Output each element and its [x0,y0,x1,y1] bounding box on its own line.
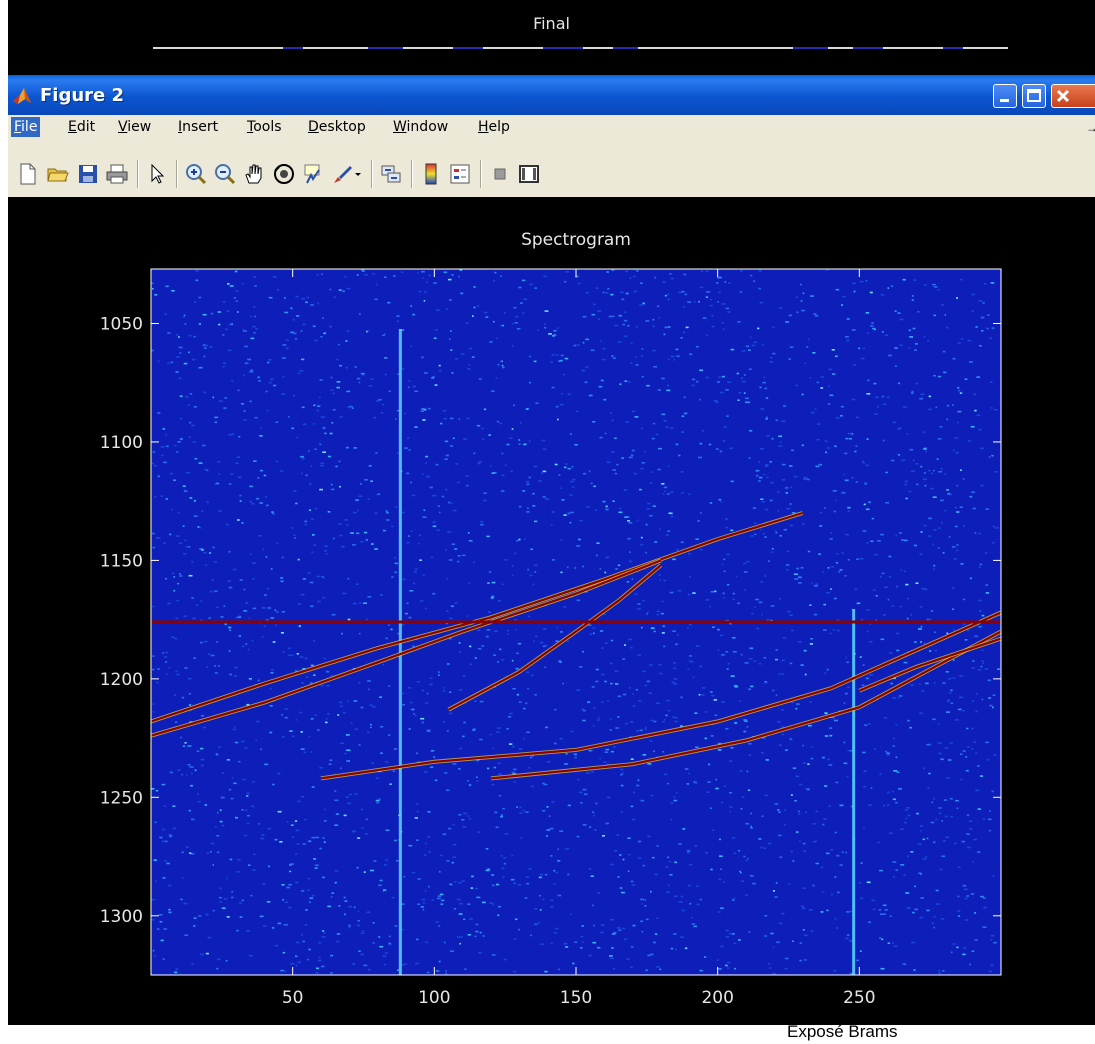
maximize-button[interactable] [1022,84,1046,108]
menu-edit-label: dit [76,119,96,135]
menu-file-label: ile [21,119,38,135]
title-bar[interactable]: Figure 2 [8,75,1095,115]
chart-title: Spectrogram [521,230,631,250]
menu-desktop[interactable]: Desktop [308,119,366,135]
menu-view[interactable]: View [118,119,151,135]
brush-dropdown-icon[interactable] [352,162,364,186]
menu-help-mnemonic: H [478,119,489,135]
background-figure-window: Final [8,0,1095,75]
x-tick-label: 50 [282,988,304,1008]
trace-line [858,637,1002,692]
y-tick-label: 1250 [100,788,143,808]
menu-view-label: iew [127,119,152,135]
trace-line [447,564,662,711]
hide-plot-tools-icon[interactable] [488,162,512,186]
x-tick-label: 100 [418,988,450,1008]
data-cursor-icon[interactable] [301,162,325,186]
matlab-logo-icon [13,88,31,104]
menu-insert-mnemonic: I [178,119,183,135]
menu-file[interactable]: File [11,117,41,137]
y-tick-label: 1300 [100,907,143,927]
menu-help[interactable]: Help [478,119,510,135]
colorbar-icon[interactable] [419,162,443,186]
menu-window-label: indow [406,119,449,135]
background-figure-axis [153,47,1008,49]
trace-line [150,559,662,737]
minimize-icon [1000,99,1009,102]
menu-bar: File Edit View Insert Tools Desktop Window Help… [8,115,1095,139]
menu-tools-label: ools [253,119,282,135]
y-tick-label: 1100 [100,433,143,453]
menu-window[interactable]: Window [393,119,448,135]
zoom-out-icon[interactable] [213,162,237,186]
maximize-icon [1027,89,1041,102]
figure-toolbar [8,139,1095,198]
x-tick-label: 200 [701,988,733,1008]
menu-view-mnemonic: V [118,119,128,135]
pan-hand-icon[interactable] [242,162,266,186]
menu-desktop-label: esktop [318,119,366,135]
menu-edit[interactable]: Edit [68,119,95,135]
close-icon [1056,89,1070,103]
menu-tools[interactable]: Tools [247,119,282,135]
print-icon[interactable] [105,162,129,186]
background-figure-title: Final [533,14,570,33]
y-tick-label: 1050 [100,314,143,334]
zoom-in-icon[interactable] [184,162,208,186]
figure-window: Figure 2 File Edit View Insert Tools Desktop W… [8,75,1095,1025]
legend-icon[interactable] [448,162,472,186]
link-plot-icon[interactable] [379,162,403,186]
show-plot-tools-icon[interactable] [517,162,541,186]
y-tick-label: 1200 [100,670,143,690]
menu-file-mnemonic: F [14,119,22,135]
window-title: Figure 2 [40,85,125,106]
menu-insert[interactable]: Insert [178,119,218,135]
menu-tools-mnemonic: T [247,119,254,135]
x-tick-label: 250 [843,988,875,1008]
menu-help-label: elp [488,119,510,135]
pointer-icon[interactable] [145,162,169,186]
vertical-interference-line [852,609,856,975]
trace-line [490,630,1002,780]
trace-line [320,611,1002,780]
y-tick-label: 1150 [100,551,143,571]
plot-area: Spectrogram 50 100 150 200 250 1050 1100 1150 120… [8,197,1095,1025]
brush-icon[interactable] [330,162,354,186]
new-file-icon[interactable] [16,162,40,186]
menu-edit-mnemonic: E [68,119,77,135]
menu-insert-label: nsert [182,119,219,135]
trace-line [150,511,804,723]
save-icon[interactable] [76,162,100,186]
spectrogram-chart[interactable]: Spectrogram 50 100 150 200 250 1050 1100 1150 120… [8,197,1095,1025]
minimize-button[interactable] [993,84,1017,108]
rotate-3d-icon[interactable] [272,162,296,186]
slide-caption: Exposé Brams [787,1022,898,1041]
dock-arrow-icon[interactable]: → [1086,121,1095,135]
open-folder-icon[interactable] [46,162,70,186]
x-tick-label: 150 [560,988,592,1008]
close-button[interactable] [1051,84,1095,108]
menu-desktop-mnemonic: D [308,119,319,135]
menu-window-mnemonic: W [393,119,407,135]
horizontal-carrier-line [151,620,1001,624]
